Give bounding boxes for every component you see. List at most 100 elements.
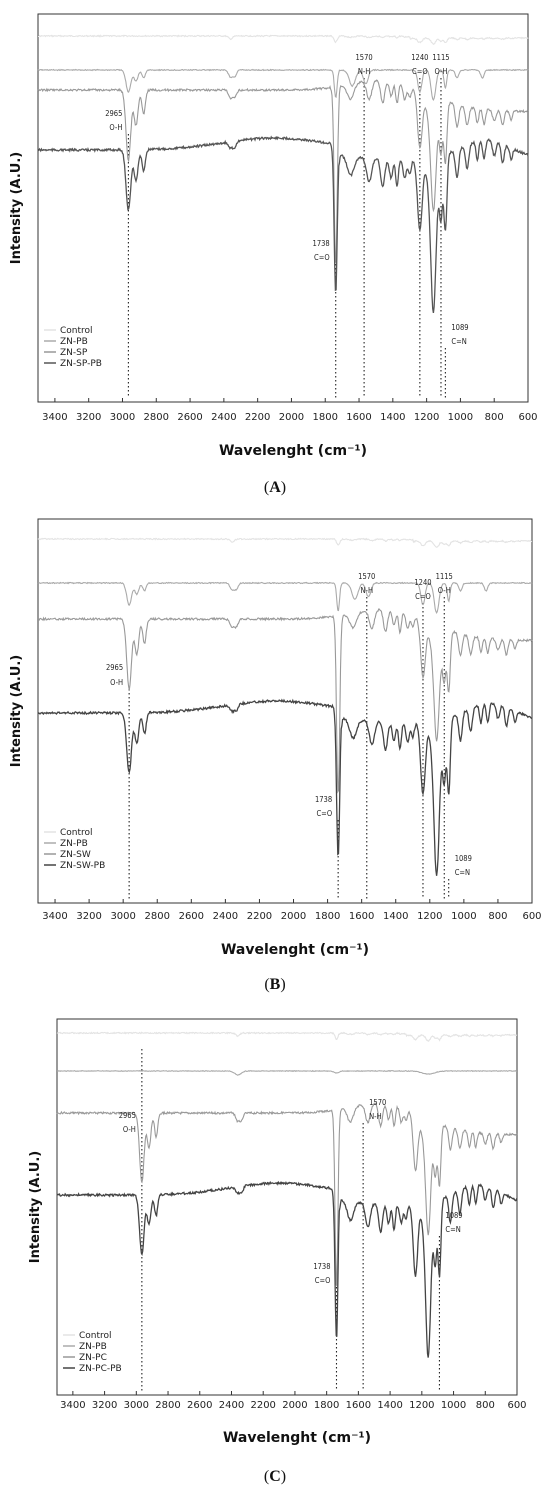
peak-label-bond: C=O [315, 1276, 331, 1285]
x-tick-label: 1000 [451, 911, 476, 922]
x-tick-label: 3000 [124, 1400, 149, 1411]
legend-label: Control [79, 1331, 112, 1341]
y-axis-label: Intensity (A.U.) [28, 1151, 43, 1263]
x-tick-label: 2600 [179, 911, 204, 922]
plot-frame [37, 13, 529, 403]
x-tick-label: 2800 [144, 412, 169, 423]
legend-label: Control [60, 828, 93, 838]
x-tick-label: 2400 [211, 412, 236, 423]
legend-label: ZN-SP [60, 348, 88, 358]
x-tick-label: 1200 [417, 911, 442, 922]
x-tick-label: 1800 [315, 911, 340, 922]
peak-label-value: 2965 [105, 109, 122, 118]
series-line-zn-pb [37, 581, 533, 614]
series-line-zn-sp-pb [37, 135, 529, 314]
x-tick-label: 1200 [409, 1400, 434, 1411]
peak-label-value: 1738 [315, 795, 332, 804]
series-line-zn-sw-pb [37, 698, 533, 876]
x-tick-label: 3400 [42, 412, 67, 423]
caption-letter: C [269, 1468, 281, 1485]
peak-label-bond: O-H [109, 123, 122, 132]
chart-panel-c: Intensity (A.U.) 3400 3200 3000 2800 2600 2400… [0, 1005, 550, 1501]
peak-label-bond: C=O [314, 253, 330, 262]
caption-b: (B) [264, 976, 286, 993]
x-tick-label: 3000 [110, 412, 135, 423]
series-line-zn-pb [56, 1069, 517, 1076]
peak-label-bond: C=N [455, 868, 470, 877]
x-axis-label: Wavelenght (cm⁻¹) [223, 1430, 371, 1446]
legend-label: ZN-SW [60, 850, 91, 860]
series-line-zn-pc [56, 1102, 518, 1287]
peak-label-value: 1115 [432, 53, 449, 62]
x-tick-label: 2600 [177, 412, 202, 423]
series-line-zn-pc-pb [56, 1180, 518, 1358]
x-tick-label: 2200 [250, 1400, 275, 1411]
peak-label-value: 1089 [451, 323, 468, 332]
peak-label-bond: O-H [434, 67, 447, 76]
x-tick-label: 1000 [441, 1400, 466, 1411]
peak-label-value: 1240 [414, 578, 431, 587]
y-axis-label: Intensity (A.U.) [9, 152, 24, 264]
legend-label: ZN-PC-PB [79, 1364, 122, 1374]
x-tick-label: 1600 [349, 911, 374, 922]
peak-label-value: 2965 [119, 1111, 136, 1120]
legend-label: ZN-SP-PB [60, 359, 102, 369]
x-tick-label: 600 [522, 911, 541, 922]
peak-label-value: 1089 [455, 854, 472, 863]
legend-label: ZN-PB [79, 1342, 107, 1352]
peak-label-bond: C=O [415, 592, 431, 601]
x-tick-label: 3000 [110, 911, 135, 922]
x-tick-label: 600 [507, 1400, 526, 1411]
series-line-zn-sp [37, 79, 529, 265]
peak-label-value: 1738 [313, 239, 330, 248]
x-tick-label: 1400 [377, 1400, 402, 1411]
x-axis-label: Wavelenght (cm⁻¹) [221, 942, 369, 958]
caption-letter: A [269, 479, 281, 496]
series-line-control [37, 537, 533, 548]
peak-label-bond: O-H [123, 1125, 136, 1134]
chart-panel-a: Intensity (A.U.) 3400 3200 3000 2800 2600 2400… [0, 0, 550, 505]
peak-label-value: 1570 [356, 53, 373, 62]
peak-label-value: 1115 [436, 572, 453, 581]
x-tick-label: 2000 [279, 412, 304, 423]
legend-label: ZN-SW-PB [60, 861, 105, 871]
peak-label-bond: N-H [358, 67, 371, 76]
peak-label-bond: C=N [451, 337, 466, 346]
x-tick-label: 1200 [414, 412, 439, 423]
peak-label-value: 1240 [411, 53, 428, 62]
x-tick-label: 800 [488, 911, 507, 922]
peak-label-value: 1738 [313, 1262, 330, 1271]
peak-label-bond: C=O [412, 67, 428, 76]
x-tick-label: 1400 [383, 911, 408, 922]
peak-label-bond: C=O [316, 809, 332, 818]
x-tick-label: 1600 [346, 412, 371, 423]
peak-label-bond: O-H [110, 678, 123, 687]
peak-label-value: 1570 [358, 572, 375, 581]
plot-frame [37, 518, 533, 904]
chart-c: Intensity (A.U.) 3400 3200 3000 2800 2600 2400… [28, 1018, 527, 1446]
x-tick-label: 3200 [76, 412, 101, 423]
peak-label-value: 1570 [369, 1098, 386, 1107]
caption-letter: B [269, 976, 281, 993]
x-tick-label: 3400 [60, 1400, 85, 1411]
peak-label-bond: N-H [369, 1112, 382, 1121]
x-axis-label: Wavelenght (cm⁻¹) [219, 443, 367, 459]
x-tick-label: 1400 [380, 412, 405, 423]
peak-label-bond: N-H [360, 586, 373, 595]
y-axis-label: Intensity (A.U.) [9, 655, 24, 767]
chart-a: Intensity (A.U.) 3400 3200 3000 2800 2600 2400… [9, 13, 538, 459]
x-tick-label: 2200 [245, 412, 270, 423]
caption-a: (A) [263, 479, 287, 496]
peak-label-bond: C=N [445, 1225, 460, 1234]
legend-label: ZN-PB [60, 337, 88, 347]
x-tick-label: 800 [476, 1400, 495, 1411]
series-line-zn-pb [37, 68, 529, 101]
x-tick-label: 2200 [247, 911, 272, 922]
x-tick-label: 2600 [187, 1400, 212, 1411]
series-line-control [56, 1031, 518, 1042]
x-tick-label: 1600 [346, 1400, 371, 1411]
x-tick-label: 2400 [213, 911, 238, 922]
caption-c: (C) [263, 1468, 287, 1485]
legend-label: ZN-PC [79, 1353, 107, 1363]
chart-b: Intensity (A.U.) 3400 3200 3000 2800 2600 2400… [9, 518, 542, 958]
